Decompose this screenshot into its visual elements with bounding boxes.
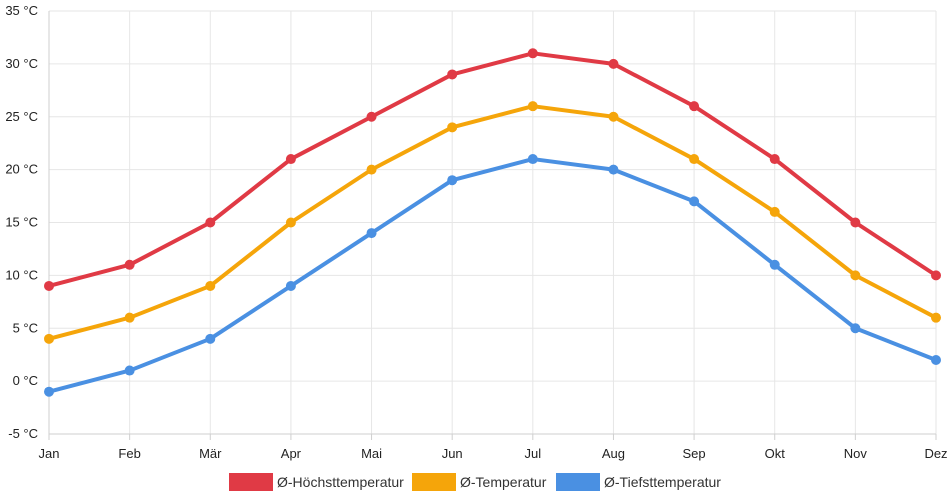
- data-point[interactable]: [285, 217, 296, 228]
- grid: [48, 10, 937, 435]
- data-point[interactable]: [527, 48, 538, 59]
- x-tick-label: Sep: [683, 446, 706, 461]
- data-point[interactable]: [608, 58, 619, 69]
- series-line: [47, 51, 938, 288]
- legend-swatch: [412, 473, 456, 491]
- data-point[interactable]: [931, 354, 941, 365]
- y-tick-label: 25 °C: [5, 109, 38, 124]
- data-point[interactable]: [527, 154, 538, 165]
- y-tick-label: 0 °C: [13, 373, 38, 388]
- series-line: [47, 104, 938, 341]
- data-point[interactable]: [44, 386, 54, 397]
- data-point[interactable]: [769, 206, 780, 217]
- y-tick-label: -5 °C: [8, 426, 38, 441]
- x-tick-label: Dez: [924, 446, 947, 461]
- legend-swatch: [229, 473, 273, 491]
- data-point[interactable]: [769, 154, 780, 165]
- data-point[interactable]: [124, 312, 135, 323]
- legend-label: Ø-Tiefsttemperatur: [604, 474, 721, 490]
- data-point[interactable]: [689, 196, 700, 207]
- x-tick-label: Okt: [765, 446, 786, 461]
- data-point[interactable]: [931, 312, 941, 323]
- data-point[interactable]: [366, 164, 377, 175]
- legend-swatch: [556, 473, 600, 491]
- x-tick-label: Jul: [525, 446, 542, 461]
- data-point[interactable]: [205, 217, 216, 228]
- x-tick-label: Aug: [602, 446, 625, 461]
- data-point[interactable]: [608, 111, 619, 122]
- y-tick-label: 5 °C: [13, 320, 38, 335]
- data-point[interactable]: [447, 175, 458, 186]
- series-2: [44, 101, 941, 344]
- series-1: [44, 48, 941, 291]
- legend-item[interactable]: Ø-Temperatur: [412, 473, 547, 491]
- data-point[interactable]: [366, 228, 377, 239]
- data-point[interactable]: [447, 122, 458, 133]
- axes: -5 °C 0 °C 5 °C 10 °C 15 °C 20 °C 25 °C 30 °C 35…: [5, 3, 947, 461]
- data-point[interactable]: [931, 270, 941, 281]
- series-line: [47, 157, 938, 394]
- data-point[interactable]: [44, 280, 54, 291]
- legend-label: Ø-Temperatur: [460, 474, 547, 490]
- x-tick-label: Apr: [281, 446, 302, 461]
- legend-item[interactable]: Ø-Höchsttemperatur: [229, 473, 404, 491]
- data-point[interactable]: [689, 101, 700, 112]
- data-point[interactable]: [285, 280, 296, 291]
- data-point[interactable]: [769, 259, 780, 270]
- data-point[interactable]: [850, 217, 861, 228]
- series-3: [44, 154, 941, 397]
- y-tick-label: 35 °C: [5, 3, 38, 18]
- data-point[interactable]: [205, 280, 216, 291]
- data-point[interactable]: [850, 323, 861, 334]
- x-tick-label: Mai: [361, 446, 382, 461]
- data-point[interactable]: [527, 101, 538, 112]
- x-tick-label: Jun: [442, 446, 463, 461]
- data-point[interactable]: [689, 154, 700, 165]
- x-tick-label: Feb: [118, 446, 140, 461]
- x-tick-label: Nov: [844, 446, 868, 461]
- y-tick-label: 30 °C: [5, 56, 38, 71]
- data-point[interactable]: [124, 259, 135, 270]
- legend[interactable]: Ø-Höchsttemperatur Ø-Temperatur Ø-Tiefstte…: [229, 473, 721, 491]
- data-point[interactable]: [124, 365, 135, 376]
- y-tick-label: 20 °C: [5, 162, 38, 177]
- x-tick-label: Jan: [39, 446, 60, 461]
- data-point[interactable]: [608, 164, 619, 175]
- y-tick-label: 10 °C: [5, 267, 38, 282]
- x-tick-label: Mär: [199, 446, 222, 461]
- data-point[interactable]: [285, 154, 296, 165]
- data-point[interactable]: [44, 333, 54, 344]
- data-point[interactable]: [447, 69, 458, 80]
- data-point[interactable]: [850, 270, 861, 281]
- legend-item[interactable]: Ø-Tiefsttemperatur: [556, 473, 721, 491]
- data-point[interactable]: [366, 111, 377, 122]
- legend-label: Ø-Höchsttemperatur: [277, 474, 404, 490]
- data-point[interactable]: [205, 333, 216, 344]
- y-tick-label: 15 °C: [5, 215, 38, 230]
- series-group: [44, 48, 941, 397]
